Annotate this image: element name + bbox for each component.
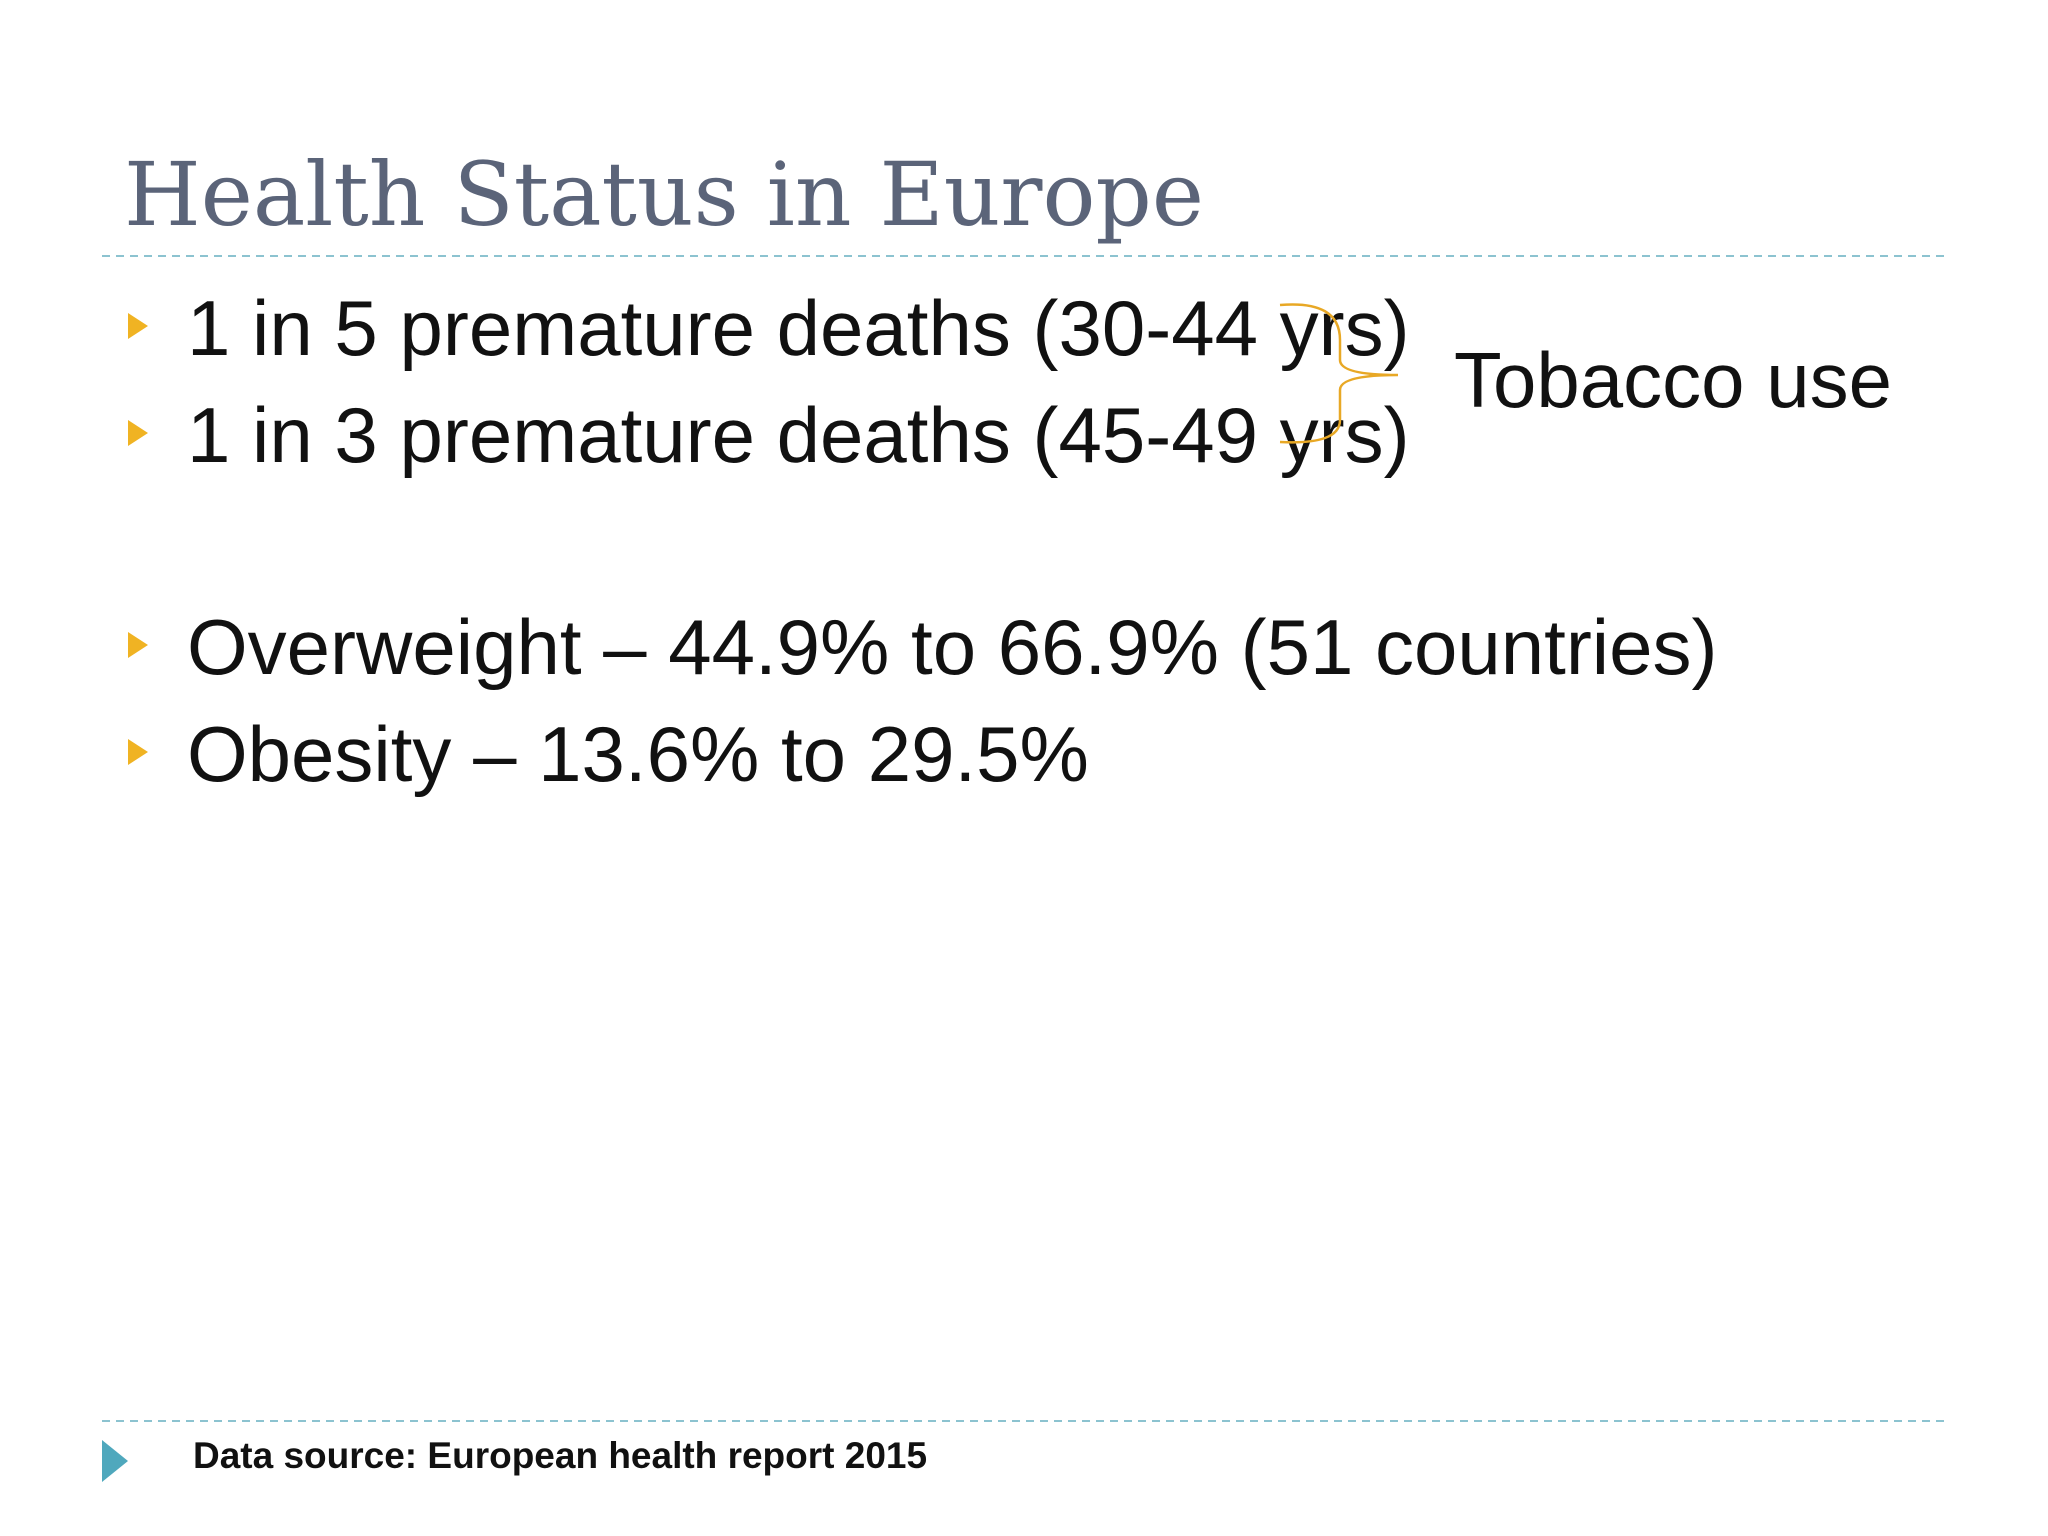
bullet-marker [128, 420, 148, 446]
brace [1279, 303, 1399, 444]
footer-text: Data source: European health report 2015 [193, 1435, 927, 1476]
slide-title: Health Status in Europe [124, 143, 1204, 246]
annotation: Tobacco use [1454, 336, 1892, 424]
bullet-text: Overweight – 44.9% to 66.9% (51 countrie… [187, 603, 1717, 691]
bullet-text: 1 in 5 premature deaths (30-44 yrs) [187, 284, 1410, 372]
bullet-marker [128, 632, 148, 658]
footer-marker [102, 1440, 128, 1482]
bullet-list: 1 in 5 premature deaths (30-44 yrs) 1 in … [128, 284, 1717, 798]
bullet-marker [128, 739, 148, 765]
bullet-marker [128, 313, 148, 339]
bullet-text: Obesity – 13.6% to 29.5% [187, 710, 1089, 798]
bullet-text: 1 in 3 premature deaths (45-49 yrs) [187, 391, 1410, 479]
